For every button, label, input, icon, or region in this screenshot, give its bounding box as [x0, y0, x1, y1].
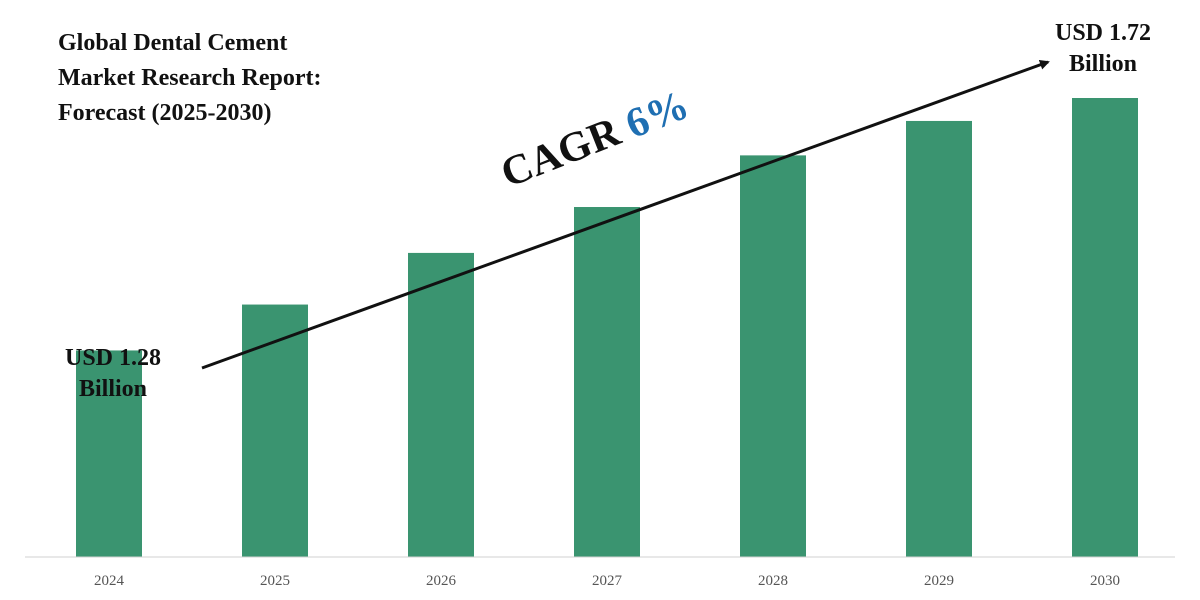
start-value-amount: USD 1.28: [64, 345, 161, 371]
start-value-callout: USD 1.28 Billion: [43, 343, 183, 405]
x-tick-label-2026: 2026: [426, 573, 457, 589]
bar-2024: [76, 350, 142, 557]
x-tick-label-2030: 2030: [1090, 573, 1120, 589]
x-tick-label-2028: 2028: [758, 573, 788, 589]
bar-2029: [906, 120, 972, 557]
bar-2027: [574, 207, 640, 557]
x-ticks-group: 2024 2025 2026 2027 2028 2029 2030: [94, 573, 1120, 589]
chart-title-line-2: Market Research Report:: [58, 65, 322, 91]
bar-2028: [740, 155, 806, 557]
chart-title-line-1: Global Dental Cement: [58, 30, 288, 56]
x-tick-label-2027: 2027: [592, 573, 623, 589]
end-value-unit: Billion: [1068, 51, 1138, 77]
end-value-callout: USD 1.72 Billion: [1033, 18, 1173, 80]
x-tick-label-2029: 2029: [924, 573, 954, 589]
start-value-unit: Billion: [78, 376, 148, 402]
end-value-amount: USD 1.72: [1054, 20, 1151, 46]
cagr-trend-arrow: [201, 60, 1050, 370]
x-tick-label-2024: 2024: [94, 573, 125, 589]
bar-2026: [408, 252, 474, 557]
bar-2030: [1072, 98, 1138, 557]
x-tick-label-2025: 2025: [260, 573, 290, 589]
bars-group: [76, 98, 1138, 557]
bar-2025: [242, 304, 308, 557]
chart-title-line-3: Forecast (2025-2030): [58, 100, 272, 126]
